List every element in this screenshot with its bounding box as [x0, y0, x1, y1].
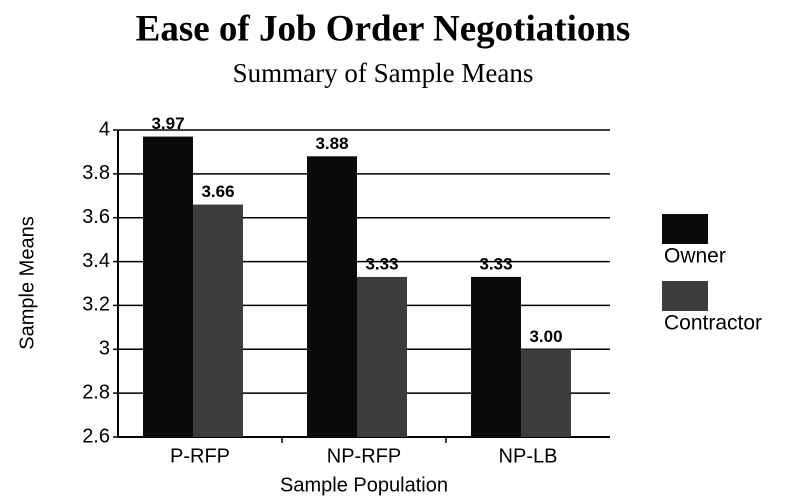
y-tick-label: 3.2 — [82, 294, 110, 316]
y-axis-label: Sample Means — [16, 216, 38, 349]
y-tick-label: 4 — [99, 118, 110, 140]
chart-subtitle: Summary of Sample Means — [233, 58, 534, 88]
x-tick-label: NP-LB — [499, 445, 558, 467]
x-tick-label: NP-RFP — [327, 445, 401, 467]
bar — [521, 349, 571, 437]
bar — [471, 276, 521, 437]
bar — [307, 156, 357, 438]
bar — [143, 136, 193, 438]
value-label: 3.97 — [151, 114, 184, 133]
x-tick-label: P-RFP — [170, 445, 230, 467]
y-tick-label: 2.6 — [82, 425, 110, 447]
legend-swatch — [662, 281, 708, 311]
y-tick-label: 3.4 — [82, 250, 110, 272]
y-tick-label: 2.8 — [82, 381, 110, 403]
y-tick-label: 3.8 — [82, 162, 110, 184]
x-axis-label: Sample Population — [280, 474, 448, 496]
value-label: 3.88 — [315, 134, 348, 153]
legend-label: Owner — [664, 245, 726, 268]
value-label: 3.66 — [201, 182, 234, 201]
chart-title: Ease of Job Order Negotiations — [136, 8, 631, 49]
value-label: 3.33 — [479, 254, 512, 273]
value-label: 3.00 — [529, 327, 562, 346]
legend-label: Contractor — [664, 312, 762, 335]
bar — [357, 276, 407, 437]
legend-swatch — [662, 214, 708, 244]
value-label: 3.33 — [365, 254, 398, 273]
y-tick-label: 3 — [99, 338, 110, 360]
y-tick-label: 3.6 — [82, 206, 110, 228]
bar — [193, 204, 243, 437]
